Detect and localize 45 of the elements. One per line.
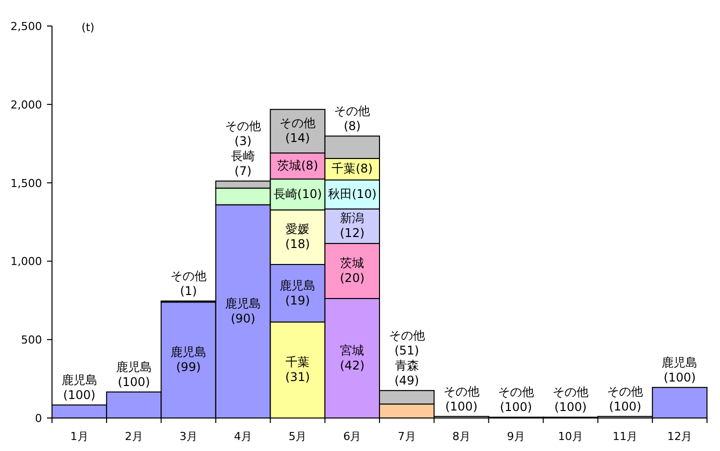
annotation: その他 (14) xyxy=(280,116,316,146)
annotation: その他 (100) xyxy=(498,385,534,414)
annotation: その他 (100) xyxy=(443,384,480,414)
x-tick-label: 6月 xyxy=(343,430,362,443)
x-tick-label: 11月 xyxy=(612,430,638,443)
annotation: 鹿児島 (100) xyxy=(61,372,98,402)
annotation: 鹿児島 (19) xyxy=(280,278,316,308)
x-tick-label: 2月 xyxy=(124,430,143,443)
x-tick-label: 3月 xyxy=(179,430,198,443)
annotation: 茨城 (20) xyxy=(340,256,365,285)
annotation: 千葉 (31) xyxy=(285,355,310,384)
annotation: 秋田(10) xyxy=(328,186,377,201)
annotation: その他 (1) xyxy=(170,269,206,298)
annotation: 新潟 (12) xyxy=(340,211,365,240)
annotation: 長崎(10) xyxy=(273,186,322,201)
y-tick-label: 1,000 xyxy=(10,255,42,268)
x-tick-label: 1月 xyxy=(70,430,88,443)
x-tick-label: 8月 xyxy=(452,430,470,443)
annotation: 鹿児島 (100) xyxy=(116,360,152,389)
annotation: 千葉(8) xyxy=(332,162,373,176)
y-tick-label: 2,500 xyxy=(10,20,42,33)
x-tick-label: 12月 xyxy=(667,430,692,443)
x-tick-label: 9月 xyxy=(506,430,525,443)
annotation: その他 (51) xyxy=(388,328,425,358)
y-tick-label: 2,000 xyxy=(10,98,42,112)
annotation: 青森 (49) xyxy=(394,358,420,388)
x-tick-label: 7月 xyxy=(398,430,416,443)
annotation: 長崎 (7) xyxy=(231,149,256,178)
x-tick-label: 5月 xyxy=(288,430,307,443)
annotation: その他 (3) xyxy=(225,119,262,148)
annotation: 鹿児島 (99) xyxy=(170,345,206,374)
annotation: 茨城(8) xyxy=(277,158,318,173)
annotation: 愛媛 (18) xyxy=(285,222,310,252)
annotation: 宮城 (42) xyxy=(340,343,365,372)
annotation: 鹿児島 (100) xyxy=(662,355,698,384)
annotation: その他 (100) xyxy=(552,385,589,414)
x-tick-label: 10月 xyxy=(558,430,584,443)
y-axis-title: (t) xyxy=(82,21,94,34)
y-tick-label: 500 xyxy=(21,334,42,347)
annotation: その他 (8) xyxy=(334,104,370,134)
y-tick-label: 1,500 xyxy=(10,176,42,190)
y-tick-label: 0 xyxy=(35,412,42,425)
annotation: 鹿児島 (90) xyxy=(225,296,262,326)
annotation: その他 (100) xyxy=(607,384,644,414)
x-tick-label: 4月 xyxy=(234,430,252,443)
